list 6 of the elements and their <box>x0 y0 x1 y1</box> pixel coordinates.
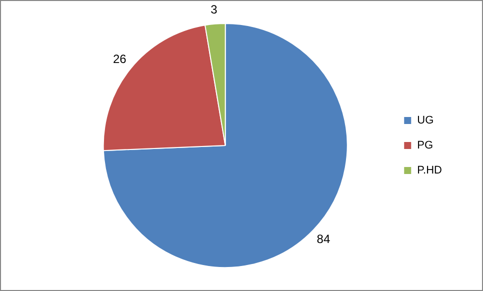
legend-label: PG <box>417 140 434 152</box>
legend-label: UG <box>417 114 434 127</box>
data-label: 26 <box>112 52 127 66</box>
legend-label: P.HD <box>417 164 442 177</box>
data-label: 3 <box>210 2 218 16</box>
data-label: 84 <box>316 232 330 246</box>
